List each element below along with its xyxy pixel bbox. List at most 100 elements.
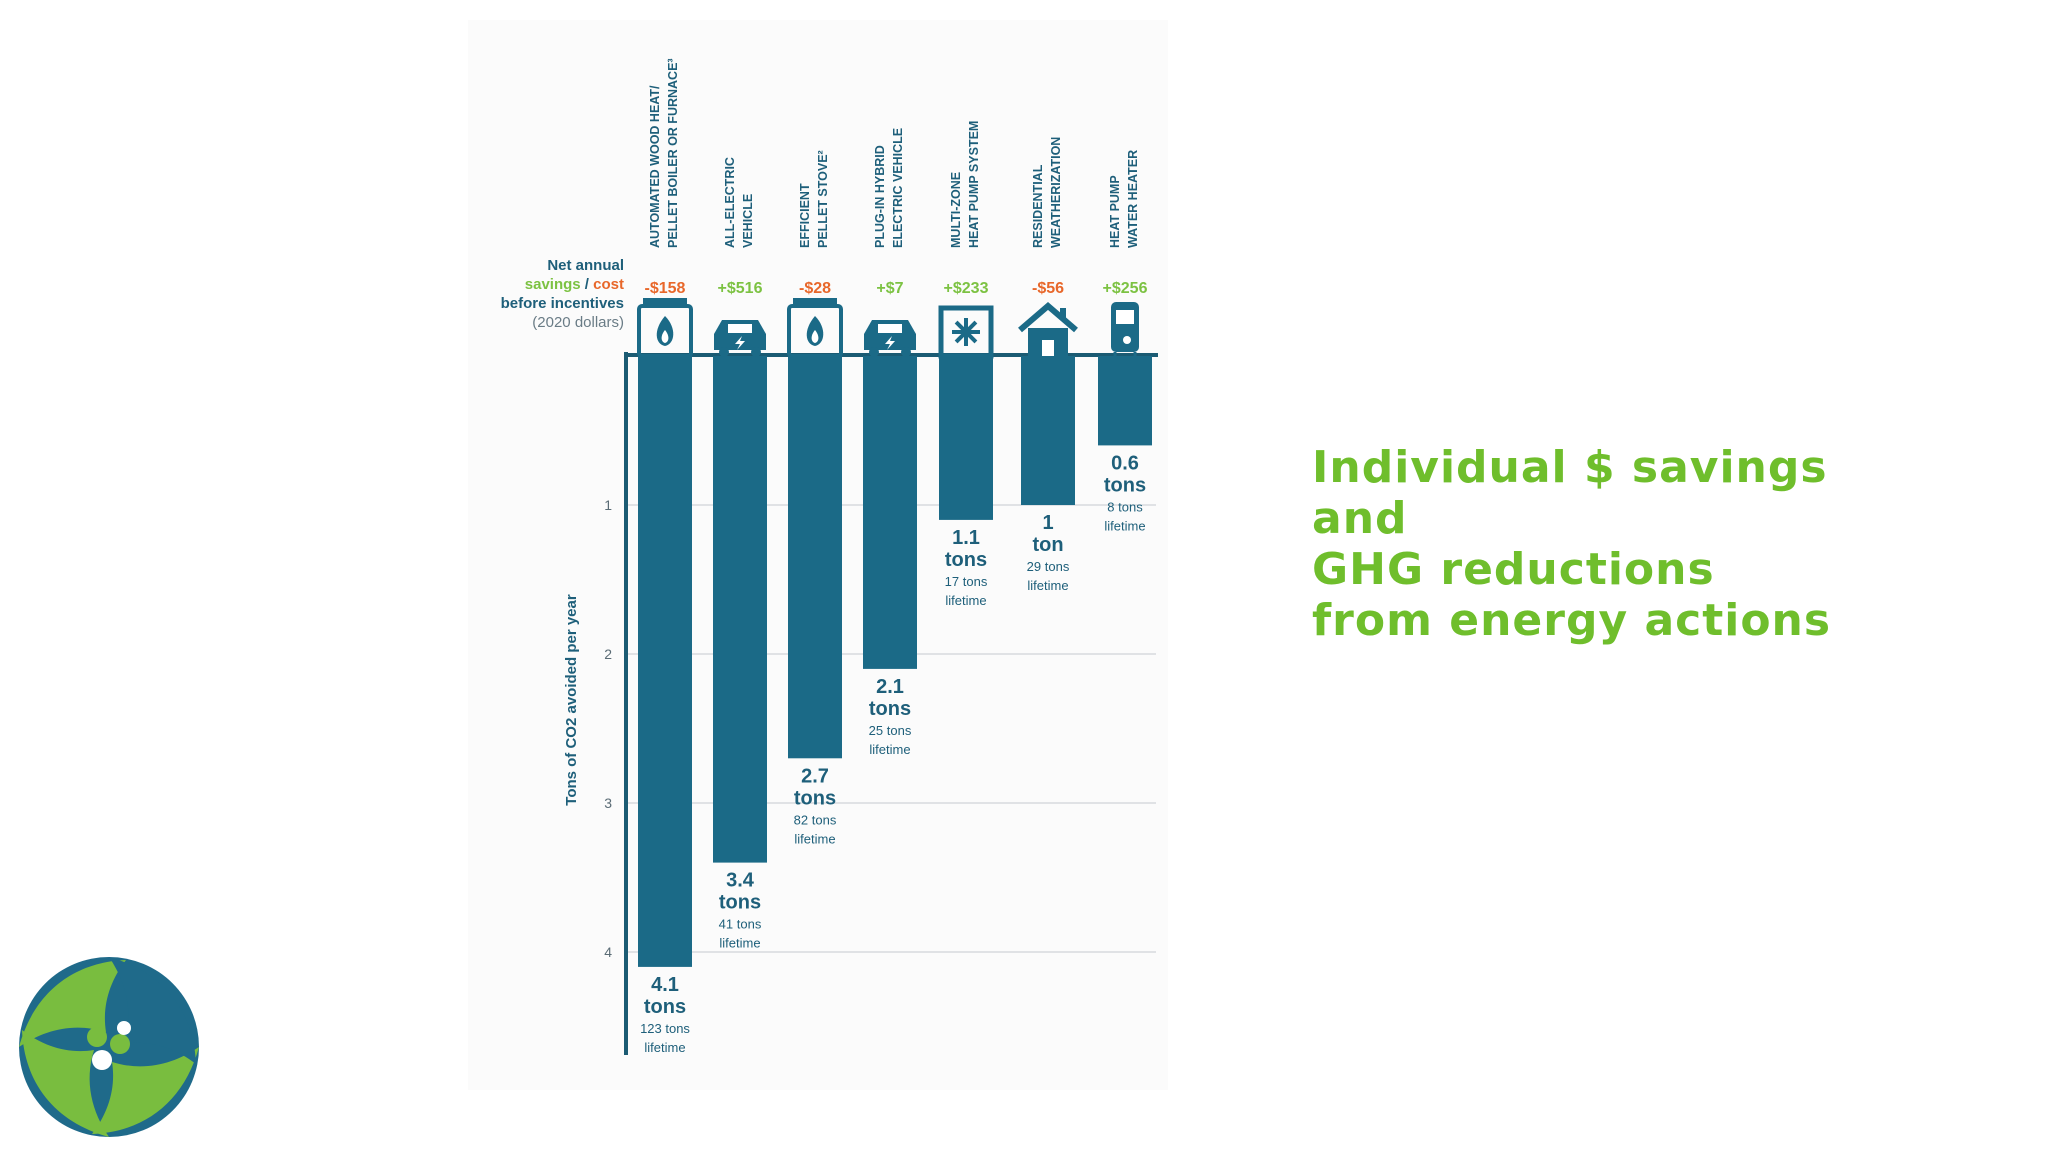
icon-part (1042, 340, 1054, 356)
legend-before-incentives: before incentives (501, 295, 624, 312)
value-label: 2.7 (801, 765, 829, 787)
logo-dot (110, 1034, 130, 1054)
bar (1021, 356, 1075, 505)
lifetime-value-label: 25 tons (869, 723, 912, 738)
icon-part (954, 320, 978, 344)
heading-line: from energy actions (1312, 595, 1832, 646)
value-label: 1.1 (952, 527, 980, 549)
lifetime-word-label: lifetime (794, 831, 835, 846)
icon-part (787, 304, 843, 358)
category-label: ALL-ELECTRIC (723, 157, 737, 248)
category-label: PLUG-IN HYBRID (873, 145, 887, 248)
logo-green-petal-bottom (92, 1047, 199, 1134)
bar (863, 356, 917, 669)
chart-panel: 1 2 3 4 Tons of CO2 avoided per year Net annu… (468, 20, 1168, 1090)
icon-part (811, 330, 819, 343)
category-label: PELLET BOILER OR FURNACE³ (666, 58, 680, 248)
legend-savings-cost: savings / cost (525, 276, 624, 293)
lifetime-word-label: lifetime (644, 1040, 685, 1055)
logo-dot (117, 1021, 131, 1035)
logo-green-petal-top (19, 960, 126, 1047)
icon-part (637, 304, 693, 358)
savings-label: +$516 (718, 280, 763, 297)
category-label: WEATHERIZATION (1049, 137, 1063, 248)
bar (1098, 356, 1152, 446)
value-label: 3.4 (726, 870, 755, 892)
category-label: RESIDENTIAL (1031, 164, 1045, 248)
y-tick-label: 4 (604, 944, 612, 960)
y-tick-label: 3 (604, 795, 612, 811)
lifetime-word-label: lifetime (1104, 518, 1145, 533)
savings-label: +$233 (944, 280, 989, 297)
lifetime-value-label: 82 tons (794, 812, 837, 827)
lifetime-word-label: lifetime (945, 593, 986, 608)
icon-part (714, 320, 766, 350)
value-label: 0.6 (1111, 452, 1139, 474)
icon-part (1123, 336, 1131, 344)
unit-label: tons (644, 996, 686, 1018)
category-label: EFFICIENT (798, 183, 812, 248)
savings-label: +$256 (1103, 280, 1148, 297)
icon-part (878, 324, 902, 333)
category-label: MULTI-ZONE (949, 172, 963, 248)
lifetime-value-label: 123 tons (640, 1021, 690, 1036)
icon-part (1116, 310, 1134, 324)
icon-part (1060, 308, 1066, 320)
lifetime-value-label: 17 tons (945, 574, 988, 589)
y-tick-label: 1 (604, 497, 612, 513)
y-tick-label: 2 (604, 646, 612, 662)
legend-2020-dollars: (2020 dollars) (532, 314, 624, 331)
icon-part (661, 330, 669, 343)
unit-label: tons (945, 549, 987, 571)
savings-label: +$7 (876, 280, 903, 297)
icon-part (751, 347, 761, 357)
lifetime-value-label: 41 tons (719, 917, 762, 932)
icon-part (719, 347, 729, 357)
lifetime-word-label: lifetime (1027, 578, 1068, 593)
logo-dot (87, 1027, 107, 1047)
heading-line: Individual $ savings (1312, 442, 1828, 493)
value-label: 2.1 (876, 676, 904, 698)
category-label: HEAT PUMP SYSTEM (967, 121, 981, 248)
icon-part (869, 347, 879, 357)
icon-part (643, 298, 687, 304)
category-label: AUTOMATED WOOD HEAT/ (648, 85, 662, 248)
legend-net-annual: Net annual (547, 257, 624, 274)
slide-heading: Individual $ savings and GHG reductions … (1312, 442, 1992, 646)
savings-label: -$56 (1032, 280, 1064, 297)
logo-green-petal-left (22, 1030, 109, 1137)
icon-part (1111, 302, 1139, 352)
icon-part (1018, 302, 1078, 333)
unit-label: tons (869, 698, 911, 720)
icon-part (901, 347, 911, 357)
icon-part (938, 305, 994, 359)
category-label: HEAT PUMP (1108, 175, 1122, 248)
lifetime-value-label: 8 tons (1107, 499, 1143, 514)
unit-label: ton (1032, 534, 1063, 556)
category-label: VEHICLE (741, 194, 755, 248)
bar (939, 356, 993, 520)
y-axis-label: Tons of CO2 avoided per year (563, 594, 580, 806)
logo-blue-petal-right (109, 957, 196, 1064)
unit-label: tons (719, 892, 761, 914)
category-label: PELLET STOVE² (816, 150, 830, 248)
logo-dot (92, 1050, 112, 1070)
icon-part (864, 320, 916, 350)
bar (788, 356, 842, 759)
savings-label: -$158 (645, 280, 686, 297)
savings-label: -$28 (799, 280, 831, 297)
heading-line: GHG reductions (1312, 544, 1715, 595)
value-label: 1 (1042, 512, 1053, 534)
bar (713, 356, 767, 863)
value-label: 4.1 (651, 974, 679, 996)
unit-label: tons (794, 787, 836, 809)
category-label: ELECTRIC VEHICLE (891, 128, 905, 248)
icon-part (735, 336, 745, 350)
lifetime-word-label: lifetime (869, 742, 910, 757)
bar (638, 356, 692, 967)
heading-line: and (1312, 493, 1408, 544)
icon-part (793, 298, 837, 304)
icon-part (728, 324, 752, 333)
co2-savings-chart: 1 2 3 4 Tons of CO2 avoided per year Net annu… (501, 58, 1158, 1055)
category-label: WATER HEATER (1126, 150, 1140, 248)
